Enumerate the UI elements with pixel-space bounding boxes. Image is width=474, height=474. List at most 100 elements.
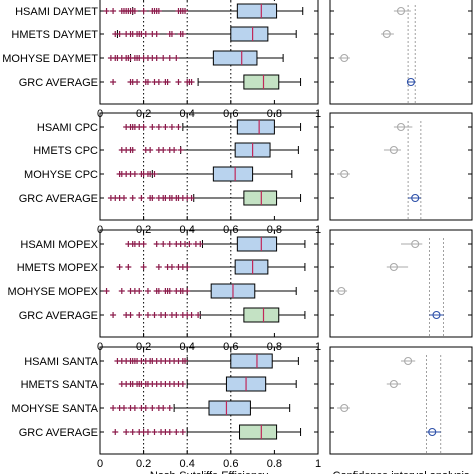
x-axis-title: Nash-Sutcliffe Efficiency: [150, 470, 269, 474]
outlier-marker: [123, 429, 130, 435]
outlier-marker: [188, 312, 195, 318]
x-tick-label: 0.8: [267, 458, 282, 470]
outlier-marker: [110, 405, 117, 411]
outlier-marker: [179, 381, 186, 387]
average-box: [243, 190, 278, 206]
model-box: [236, 3, 278, 19]
outlier-marker: [160, 241, 167, 247]
outlier-marker: [168, 124, 175, 130]
outlier-marker: [129, 147, 136, 153]
outlier-marker: [142, 31, 149, 37]
outlier-marker: [162, 312, 169, 318]
outlier-marker: [151, 171, 158, 177]
ci-point: [411, 239, 420, 249]
row-label: GRC AVERAGE: [19, 193, 98, 205]
outlier-marker: [140, 8, 147, 14]
model-box: [230, 353, 273, 369]
ci-point: [396, 6, 406, 16]
average-box: [243, 74, 280, 90]
outlier-marker: [160, 147, 167, 153]
row-label: HSAMI SANTA: [24, 356, 98, 368]
row-label: HSAMI MOPEX: [20, 239, 98, 251]
outlier-marker: [112, 429, 119, 435]
outlier-marker: [103, 288, 110, 294]
plot-frame: [99, 346, 319, 455]
outlier-marker: [184, 288, 191, 294]
outlier-marker: [138, 195, 145, 201]
outlier-marker: [149, 195, 156, 201]
outlier-marker: [153, 55, 160, 61]
outlier-marker: [155, 124, 162, 130]
panel-4: 0 0.2 0.4 0.6 0.8 1 HSAMI SANTA HMETS SANTA MOHY…: [11, 346, 473, 470]
outlier-marker: [179, 429, 186, 435]
outlier-marker: [171, 147, 178, 153]
outlier-marker: [144, 429, 151, 435]
outlier-marker: [136, 288, 143, 294]
outlier-marker: [173, 312, 180, 318]
row-label: HMETS CPC: [33, 145, 98, 157]
outlier-marker: [142, 405, 149, 411]
outlier-marker: [166, 55, 173, 61]
ci-average-point: [406, 77, 415, 87]
ci-point: [404, 356, 413, 366]
model-box: [212, 166, 254, 182]
outlier-marker: [147, 147, 154, 153]
ci-frame: [329, 0, 473, 105]
ci-frame: [329, 346, 473, 455]
outlier-marker: [155, 288, 162, 294]
outlier-marker: [120, 195, 127, 201]
ci-point: [389, 262, 398, 272]
row-label: MOHYSE SANTA: [11, 403, 98, 415]
outlier-marker: [125, 264, 132, 270]
outlier-marker: [131, 171, 138, 177]
ci-frame: [329, 229, 473, 338]
row-label: HMETS MOPEX: [17, 262, 99, 274]
plot-frame: [99, 112, 319, 221]
outlier-marker: [149, 405, 156, 411]
outlier-marker: [131, 405, 138, 411]
outlier-marker: [103, 8, 110, 14]
outlier-marker: [195, 312, 202, 318]
outlier-marker: [110, 8, 117, 14]
row-label: GRC AVERAGE: [19, 310, 98, 322]
outlier-marker: [160, 405, 167, 411]
model-box: [236, 119, 275, 135]
outlier-marker: [118, 288, 125, 294]
ci-average-point: [411, 193, 420, 203]
outlier-marker: [182, 8, 189, 14]
ci-point: [337, 286, 346, 296]
ci-point: [389, 379, 398, 389]
ci-point: [396, 122, 406, 132]
outlier-marker: [166, 429, 173, 435]
ci-point: [340, 53, 349, 63]
outlier-marker: [155, 79, 162, 85]
row-label: HMETS DAYMET: [11, 29, 98, 41]
outlier-marker: [153, 31, 160, 37]
row-label: MOHYSE MOPEX: [8, 286, 99, 298]
outlier-marker: [153, 241, 160, 247]
ci-average-point: [432, 310, 441, 320]
row-label: GRC AVERAGE: [19, 427, 98, 439]
plot-frame: [99, 0, 319, 105]
outlier-marker: [184, 264, 191, 270]
outlier-marker: [168, 31, 175, 37]
x-tick-label: 0.2: [136, 458, 151, 470]
ci-frame: [329, 112, 473, 221]
outlier-marker: [166, 241, 173, 247]
outlier-marker: [175, 79, 182, 85]
outlier-marker: [140, 241, 147, 247]
outlier-marker: [182, 358, 189, 364]
outlier-marker: [151, 312, 158, 318]
outlier-marker: [136, 312, 143, 318]
row-label: MOHYSE DAYMET: [2, 53, 98, 65]
plot-frame: [99, 229, 319, 338]
outlier-marker: [140, 124, 147, 130]
outlier-marker: [144, 79, 151, 85]
outlier-marker: [160, 55, 167, 61]
outlier-marker: [162, 124, 169, 130]
ci-point: [389, 145, 398, 155]
outlier-marker: [110, 79, 117, 85]
